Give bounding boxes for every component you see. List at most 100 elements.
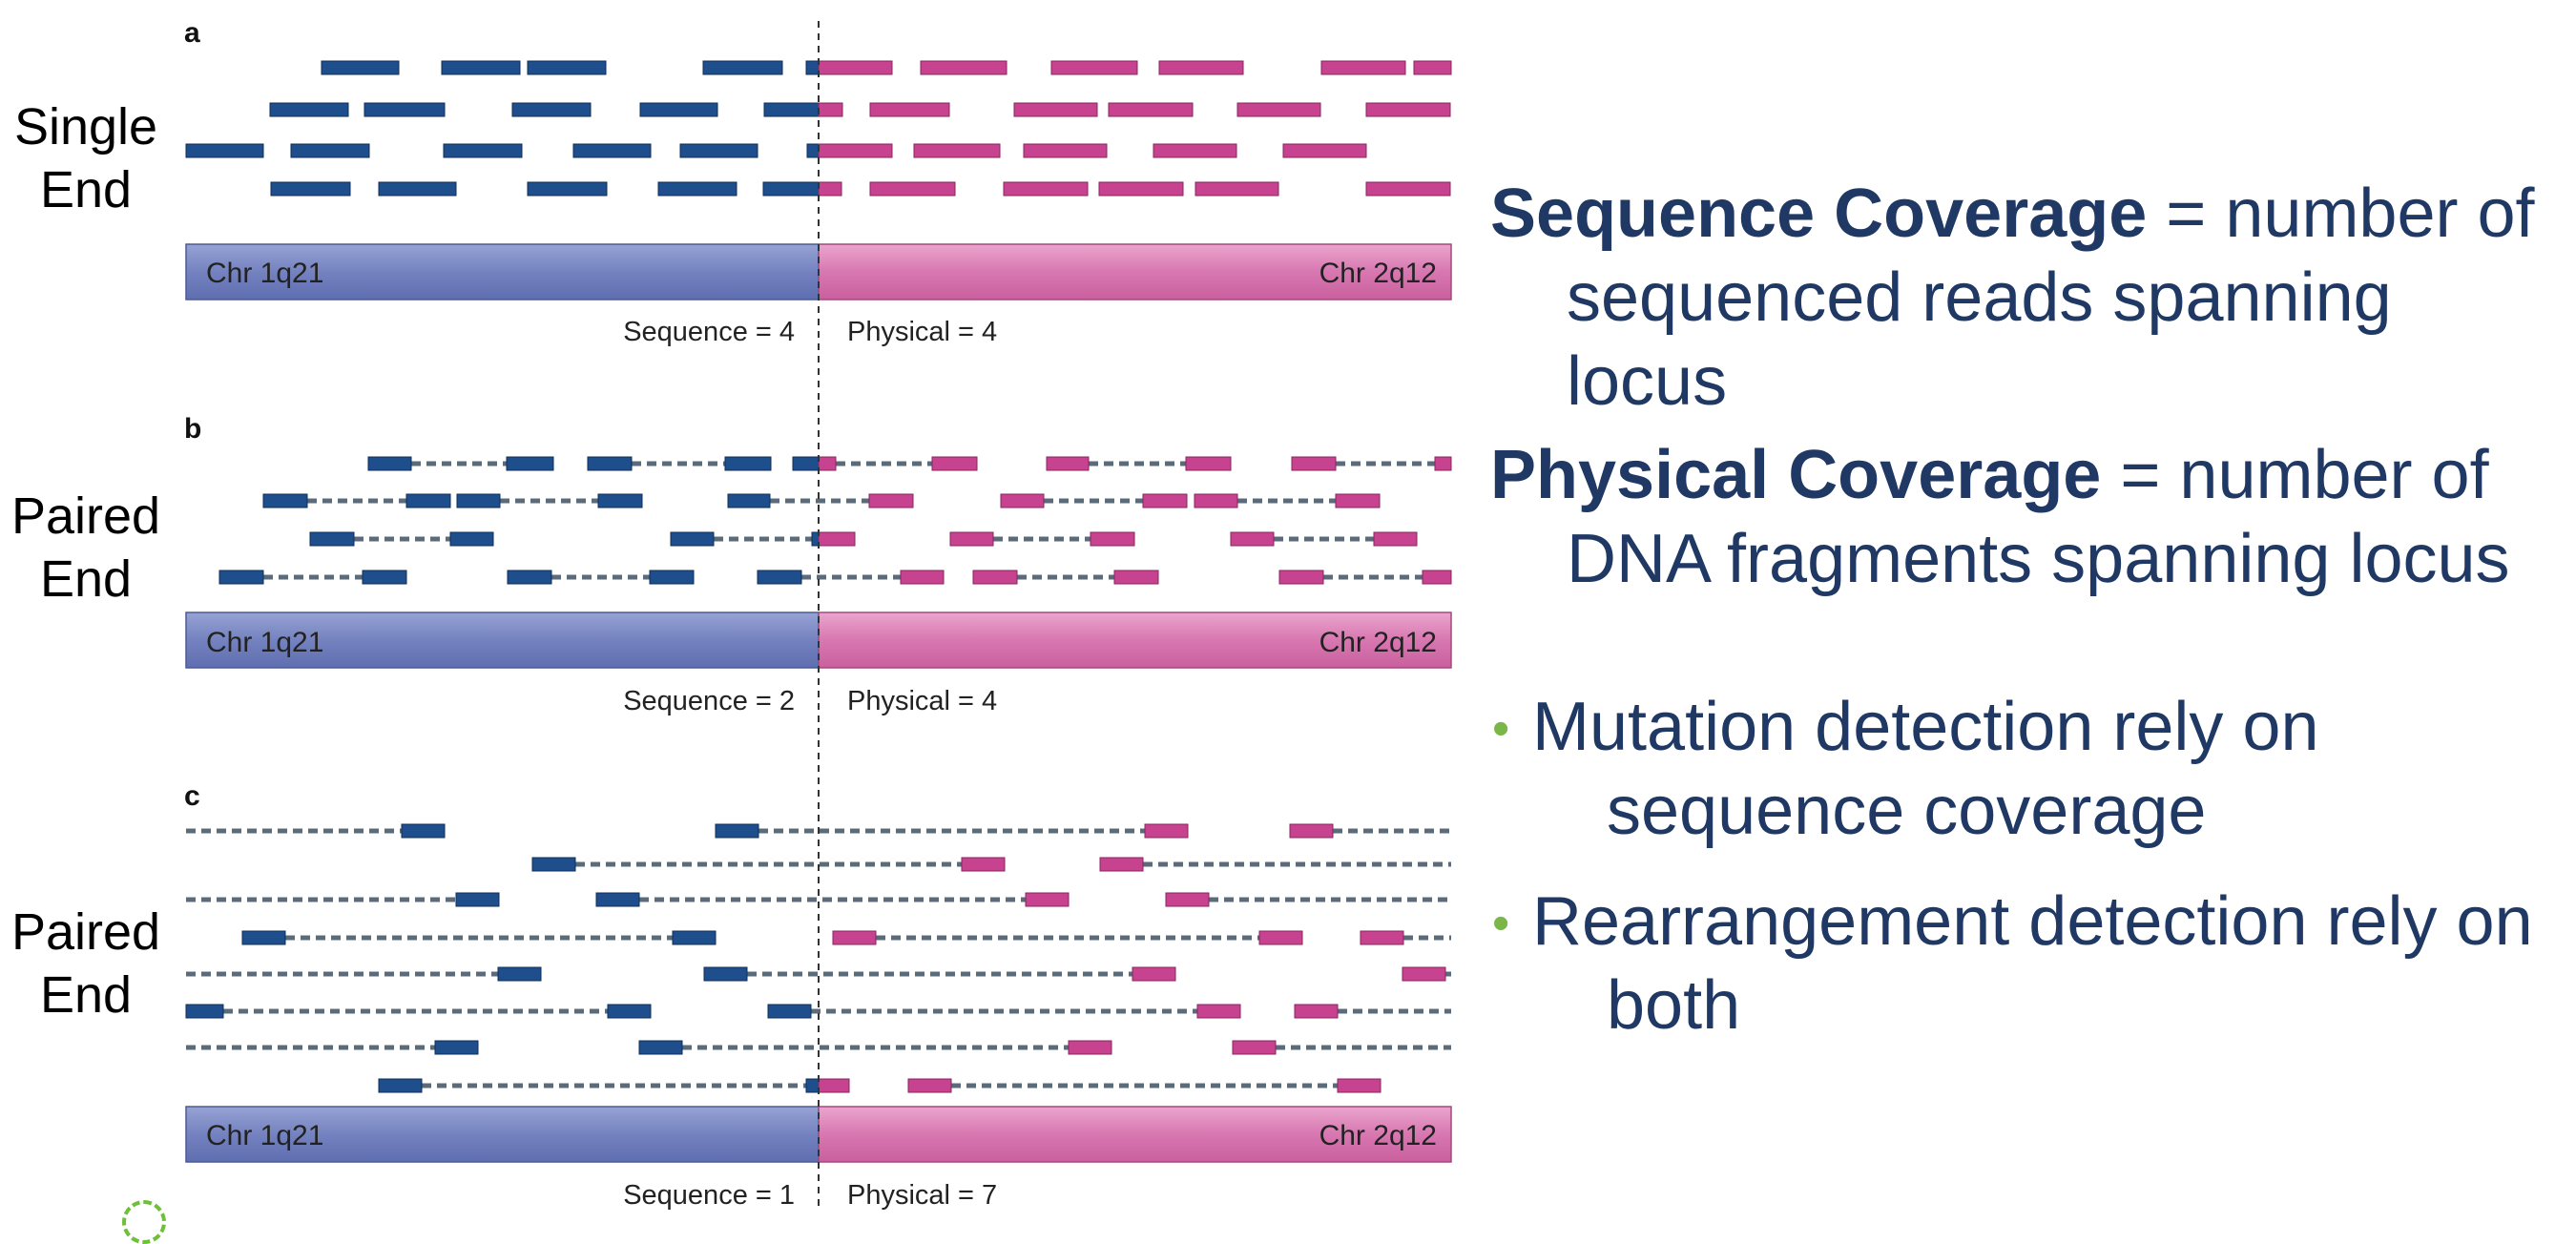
read-segment-right (1000, 493, 1045, 508)
read-segment-left (703, 966, 748, 982)
chromosome-bar-right (818, 612, 1452, 669)
read-segment-right (1099, 857, 1144, 872)
read-segment-right (1365, 181, 1451, 197)
panel-b-chr-left-label: Chr 1q21 (206, 627, 323, 658)
read-segment-left (270, 181, 351, 197)
read-segment-right (832, 930, 877, 945)
read-segment-right (1195, 181, 1279, 197)
read-segment-right (1402, 966, 1446, 982)
panel-b-sequence-label: Sequence = 2 (623, 686, 795, 716)
read-segment-left (527, 181, 608, 197)
read-segment-right (818, 181, 842, 197)
read-segment-right (1294, 1004, 1339, 1019)
read-segment-right (1360, 930, 1404, 945)
read-segment-left (262, 493, 308, 508)
read-segment-left (362, 570, 407, 585)
physical-coverage-term: Physical Coverage (1490, 437, 2102, 513)
read-segment-left (290, 143, 370, 158)
dashed-links-layer (186, 461, 1451, 1088)
read-segment-left (639, 102, 718, 117)
read-segment-right (1230, 531, 1275, 547)
read-segment-right (1335, 493, 1381, 508)
read-segment-left (449, 531, 494, 547)
panel-c-chr-right-label: Chr 2q12 (1319, 1120, 1437, 1151)
physical-coverage-line2: DNA fragments spanning locus (1567, 521, 2510, 597)
read-segment-left (456, 493, 501, 508)
panel-a-side-label-line1: Single (13, 98, 158, 156)
read-segment-left (672, 930, 717, 945)
read-segment-left (405, 493, 451, 508)
read-segment-left (378, 181, 457, 197)
read-segment-left (757, 570, 802, 585)
read-segment-right (1289, 823, 1334, 839)
chromosome-bar-left (185, 1106, 820, 1163)
chromosome-bar-left (185, 612, 820, 669)
sequence-coverage-definition: Sequence Coverage = number of sequenced … (1490, 172, 2568, 424)
read-segment-right (1144, 823, 1189, 839)
read-segment-left (185, 143, 264, 158)
read-segment-right (818, 60, 893, 75)
panel-b-physical-label: Physical = 4 (847, 686, 997, 716)
read-segment-right (1320, 60, 1406, 75)
bullet-mutation-line2: sequence coverage (1607, 773, 2207, 849)
read-segment-left (702, 60, 783, 75)
read-segment-left (572, 143, 652, 158)
read-segment-right (818, 143, 893, 158)
panel-b-letter: b (184, 413, 202, 445)
read-segment-right (1050, 60, 1138, 75)
read-segment-right (1068, 1040, 1112, 1055)
read-segment-right (1337, 1078, 1381, 1093)
read-segment-left (455, 892, 500, 907)
panel-a-chr-right-label: Chr 2q12 (1319, 258, 1437, 289)
read-segment-left (507, 570, 552, 585)
read-segment-left (401, 823, 446, 839)
read-segment-left (657, 181, 737, 197)
read-segment-right (1165, 892, 1210, 907)
read-segment-right (1282, 143, 1367, 158)
read-segment-left (638, 1040, 683, 1055)
read-segment-left (497, 966, 542, 982)
read-segment-left (434, 1040, 479, 1055)
chromosome-bar-right (818, 1106, 1452, 1163)
panel-c-physical-label: Physical = 7 (847, 1180, 997, 1211)
read-segment-left (309, 531, 355, 547)
panel-c-sequence-label: Sequence = 1 (623, 1180, 795, 1211)
panel-a-side-label-line2: End (39, 161, 133, 218)
read-segment-right (1090, 531, 1135, 547)
text-panel: Sequence Coverage = number of sequenced … (1490, 172, 2568, 1074)
read-segment-right (1113, 570, 1159, 585)
read-segment-left (364, 102, 446, 117)
panel-a-side-label: Single End (0, 95, 172, 221)
read-segment-left (792, 456, 820, 471)
read-segment-left (607, 1004, 652, 1019)
read-segment-right (1153, 143, 1237, 158)
panel-b-chr-right-label: Chr 2q12 (1319, 627, 1437, 658)
read-segment-left (321, 60, 400, 75)
read-segment-right (1291, 456, 1337, 471)
logo-icon (122, 1200, 166, 1244)
read-segment-right (972, 570, 1018, 585)
read-segment-right (1365, 102, 1451, 117)
panel-a-sequence-label: Sequence = 4 (623, 317, 795, 347)
read-segment-right (949, 531, 994, 547)
read-segment-right (1142, 493, 1188, 508)
physical-coverage-definition: Physical Coverage = number of DNA fragme… (1490, 433, 2568, 601)
read-segment-right (931, 456, 978, 471)
read-segment-left (241, 930, 286, 945)
panel-c-side-label: Paired End (0, 901, 172, 1026)
read-segment-left (597, 493, 643, 508)
read-segment-right (1185, 456, 1232, 471)
read-segment-left (649, 570, 695, 585)
read-segment-left (805, 60, 820, 75)
bullet-mutation-line1: Mutation detection rely on (1532, 689, 2319, 765)
read-segment-right (1108, 102, 1194, 117)
coverage-diagram: Chr 1q21 Chr 2q12 Chr 1q21 Chr 2q12 Chr … (185, 21, 1452, 1211)
read-segment-right (1278, 570, 1324, 585)
read-segment-left (811, 531, 820, 547)
read-segment-right (1232, 1040, 1277, 1055)
read-segment-left (805, 1078, 820, 1093)
read-segment-left (595, 892, 640, 907)
read-segment-right (1196, 1004, 1241, 1019)
read-segment-left (715, 823, 759, 839)
read-segment-left (269, 102, 349, 117)
